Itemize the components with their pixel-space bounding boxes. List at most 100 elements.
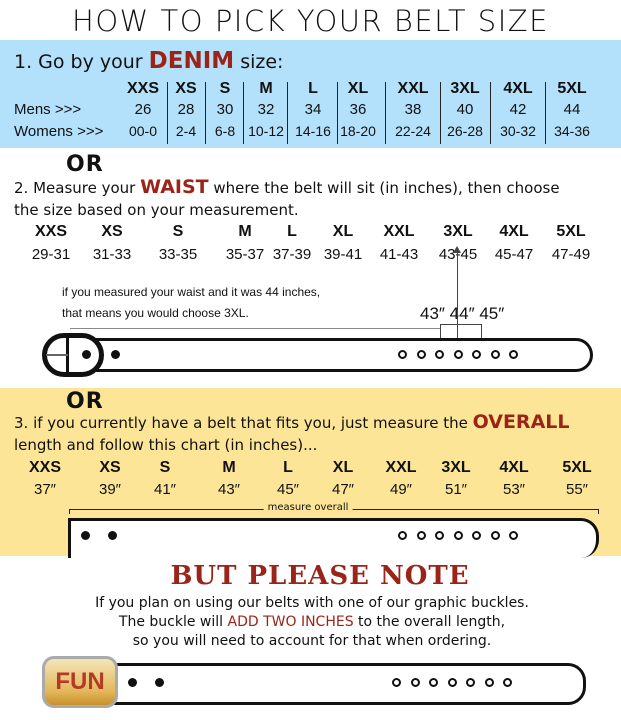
waist-range: 33-35 [158,246,198,263]
size-label: 4XL [499,459,529,476]
waist-heading: 2. Measure your WAIST where the belt wil… [14,176,560,219]
belt-dot [128,678,137,687]
waist-range: 41-43 [379,246,419,263]
overall-length: 37″ [34,481,56,498]
belt-dot [81,531,90,540]
belt-hole [509,350,518,359]
example-note-2: that means you would choose 3XL. [62,306,249,320]
belt-dot [82,350,91,359]
womens-size: 30-32 [500,123,536,139]
buckle-bar [46,354,68,356]
womens-size: 10-12 [248,123,284,139]
waist-range: 35-37 [225,246,265,263]
size-label: XL [332,459,354,476]
belt-diagram-graphic [110,663,586,705]
belt-hole [447,678,457,687]
size-label: XXS [34,223,68,240]
belt-hole [453,531,463,540]
mens-size: 42 [509,101,527,118]
waist-range: 37-39 [272,246,312,263]
arrow-up-icon [457,250,458,350]
overall-length: 55″ [566,481,588,498]
womens-size: 00-0 [128,123,158,139]
belt-hole [398,350,407,359]
belt-hole [410,678,420,687]
belt-hole [435,350,444,359]
belt-hole [416,350,426,359]
womens-size: 26-28 [447,123,483,139]
size-label: 5XL [557,80,587,97]
size-label: 5XL [562,459,592,476]
size-label: 3XL [441,459,471,476]
waist-range: 45-47 [494,246,534,263]
column-divider [545,82,546,144]
size-label: XS [175,80,197,97]
hole-marks: 43″ 44″ 45″ [420,304,505,323]
mens-label: Mens >>> [14,101,82,118]
size-label: S [159,459,171,476]
belt-hole [484,678,494,687]
belt-hole [453,350,463,359]
belt-dot [155,678,164,687]
belt-hole [472,350,481,359]
mens-size: 40 [456,101,474,118]
waist-range: 31-33 [92,246,132,263]
waist-range: 47-49 [551,246,591,263]
belt-hole [466,678,475,687]
size-label: 3XL [450,80,480,97]
belt-hole [509,531,518,540]
size-label: XS [99,459,121,476]
size-label: XXS [28,459,62,476]
belt-hole [490,350,500,359]
belt-hole [416,531,426,540]
belt-hole [503,678,512,687]
size-label: XXS [126,80,160,97]
belt-hole [392,678,401,687]
overall-length: 47″ [332,481,354,498]
measure-label: measure overall [263,502,353,513]
column-divider [440,82,441,144]
overall-heading: 3. if you currently have a belt that fit… [14,411,570,454]
mens-size: 30 [216,101,234,118]
arrow-head-icon [453,246,461,253]
column-divider [167,82,168,144]
mens-size: 44 [563,101,581,118]
belt-hole [398,531,407,540]
denim-section [0,40,621,148]
column-divider [337,82,338,144]
overall-length: 45″ [277,481,299,498]
or-label: OR [66,152,104,177]
waist-range: 39-41 [323,246,363,263]
note-text: If you plan on using our belts with one … [95,595,529,649]
size-label: XXL [385,459,417,476]
column-divider [490,82,491,144]
size-label: S [172,223,184,240]
size-label: 4XL [503,80,533,97]
mens-size: 26 [134,101,152,118]
size-label: XXL [383,223,415,240]
overall-length: 53″ [503,481,525,498]
size-label: 5XL [556,223,586,240]
or-label: OR [66,389,104,414]
size-label: XS [101,223,123,240]
size-label: XXL [397,80,429,97]
example-note-1: if you measured your waist and it was 44… [62,285,321,299]
size-label: 3XL [443,223,473,240]
belt-hole [472,531,481,540]
overall-length: 41″ [154,481,176,498]
size-label: XL [347,80,369,97]
womens-size: 34-36 [554,123,590,139]
belt-hole [490,531,500,540]
mens-size: 32 [257,101,275,118]
womens-size: 6-8 [214,123,236,139]
belt-hole [435,531,444,540]
size-label: L [308,80,318,97]
womens-size: 22-24 [395,123,431,139]
mens-size: 34 [304,101,322,118]
womens-label: Womens >>> [14,123,104,140]
mens-size: 38 [404,101,422,118]
size-label: L [287,223,297,240]
overall-length: 49″ [390,481,412,498]
fun-buckle-logo: FUN [42,656,118,708]
column-divider [205,82,206,144]
